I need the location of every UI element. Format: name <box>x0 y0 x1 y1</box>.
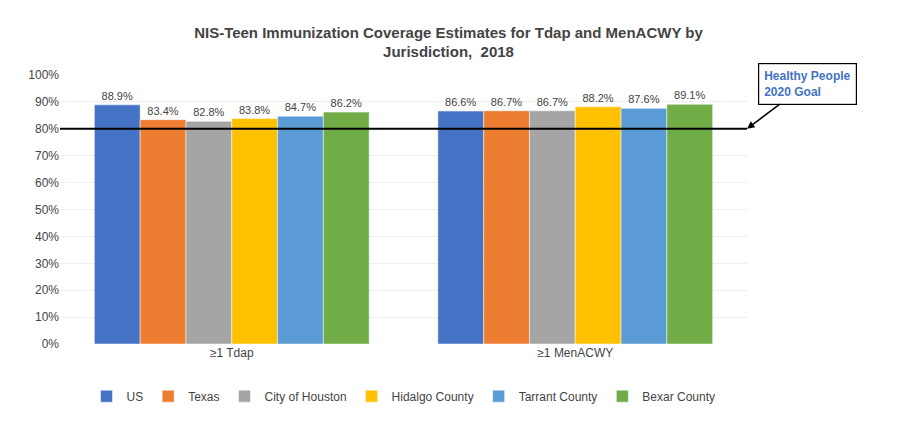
svg-text:82.8%: 82.8% <box>193 106 224 118</box>
svg-text:86.6%: 86.6% <box>445 96 476 108</box>
svg-text:US: US <box>127 390 144 404</box>
svg-text:86.7%: 86.7% <box>491 96 522 108</box>
svg-text:Healthy People2020 Goal: Healthy People2020 Goal <box>764 69 850 99</box>
svg-text:0%: 0% <box>42 337 60 351</box>
svg-text:83.4%: 83.4% <box>147 105 178 117</box>
svg-text:10%: 10% <box>35 310 59 324</box>
svg-text:84.7%: 84.7% <box>285 101 316 113</box>
svg-text:80%: 80% <box>35 122 59 136</box>
svg-text:Tarrant County: Tarrant County <box>519 390 598 404</box>
svg-text:City of Houston: City of Houston <box>265 390 347 404</box>
svg-text:20%: 20% <box>35 283 59 297</box>
svg-text:88.2%: 88.2% <box>582 92 613 104</box>
svg-text:87.6%: 87.6% <box>628 93 659 105</box>
svg-text:≥1 Tdap: ≥1 Tdap <box>210 346 254 360</box>
svg-text:88.9%: 88.9% <box>102 90 133 102</box>
svg-text:50%: 50% <box>35 203 59 217</box>
svg-text:≥1 MenACWY: ≥1 MenACWY <box>537 346 613 360</box>
svg-text:86.7%: 86.7% <box>537 96 568 108</box>
svg-text:83.8%: 83.8% <box>239 104 270 116</box>
svg-text:Bexar County: Bexar County <box>642 390 715 404</box>
svg-text:Hidalgo County: Hidalgo County <box>392 390 474 404</box>
svg-text:60%: 60% <box>35 176 59 190</box>
svg-text:89.1%: 89.1% <box>674 89 705 101</box>
svg-text:40%: 40% <box>35 230 59 244</box>
svg-text:86.2%: 86.2% <box>331 97 362 109</box>
svg-text:90%: 90% <box>35 95 59 109</box>
svg-text:NIS-Teen Immunization Coverage: NIS-Teen Immunization Coverage Estimates… <box>194 24 703 61</box>
svg-text:30%: 30% <box>35 257 59 271</box>
svg-text:Texas: Texas <box>188 390 219 404</box>
svg-text:70%: 70% <box>35 149 59 163</box>
svg-text:100%: 100% <box>28 68 59 82</box>
